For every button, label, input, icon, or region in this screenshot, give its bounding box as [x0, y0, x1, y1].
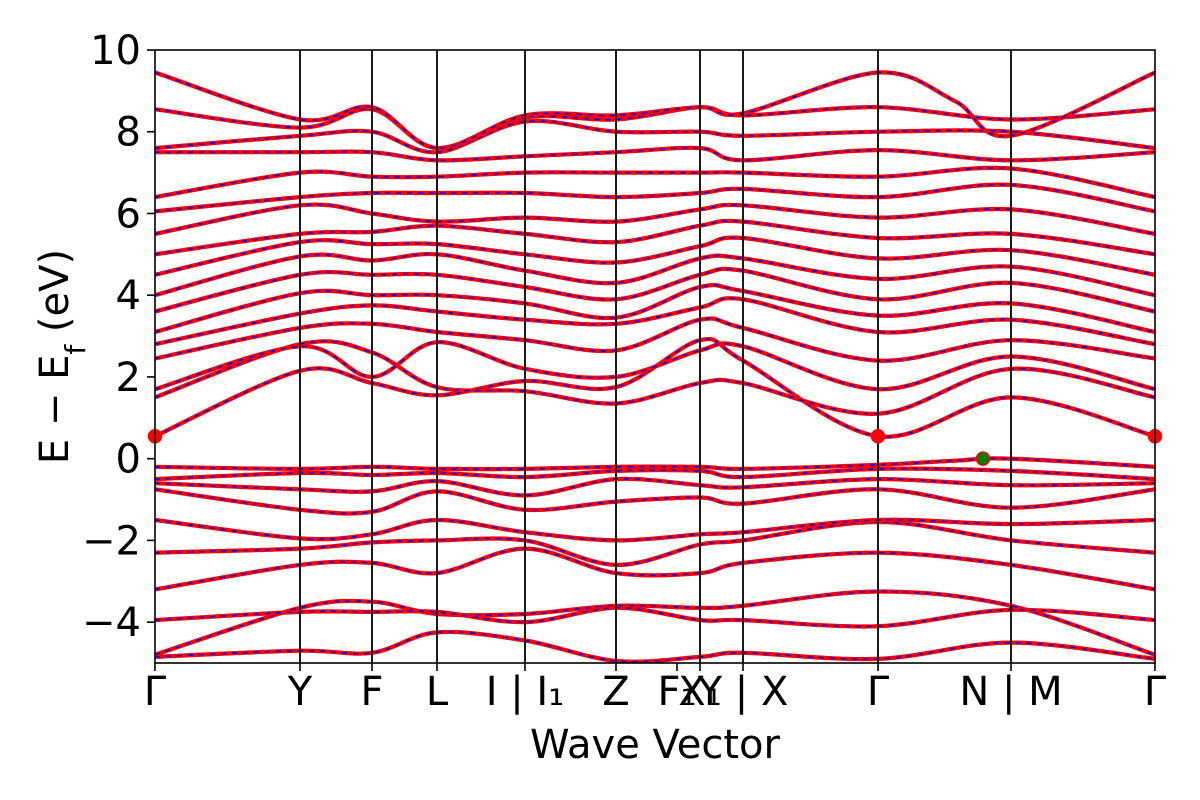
- band-line-dashed: [155, 268, 1155, 313]
- x-tick-label: Z: [602, 669, 629, 715]
- band-line-solid: [155, 605, 1155, 629]
- x-tick-label: X₁: [678, 669, 721, 715]
- band-line-dashed: [155, 236, 1155, 276]
- y-tick-label: 2: [116, 355, 141, 401]
- band-line-solid: [155, 456, 1155, 472]
- x-tick-label: Γ: [144, 669, 167, 715]
- y-tick-label: 4: [116, 273, 141, 319]
- band-line-solid: [155, 316, 1155, 363]
- band-line-dashed: [155, 341, 1155, 391]
- band-line-solid: [155, 476, 1155, 498]
- band-line-solid: [155, 517, 1155, 543]
- y-axis: 10 8 6 4 2 0 −2 −4: [82, 28, 155, 646]
- band-line-solid: [155, 145, 1155, 163]
- band-line-solid: [155, 202, 1155, 236]
- x-tick-label: F₁: [657, 669, 696, 715]
- y-axis-label-unit: (eV): [32, 249, 78, 345]
- band-line-solid: [155, 337, 1155, 439]
- band-line-dashed: [155, 183, 1155, 213]
- band-line-dashed: [155, 297, 1155, 345]
- y-tick-label: 10: [90, 28, 141, 74]
- band-line-dashed: [155, 147, 1155, 162]
- y-axis-label-sub: f: [59, 344, 92, 355]
- x-tick-label: N | M: [959, 669, 1062, 715]
- band-line-dashed: [155, 547, 1155, 591]
- band-line-dashed: [155, 338, 1155, 438]
- band-line-dashed: [155, 284, 1155, 333]
- x-tick-label: Γ: [1144, 669, 1167, 715]
- y-tick-label: −4: [82, 600, 141, 646]
- band-line-dashed: [155, 203, 1155, 235]
- band-line-dashed: [155, 478, 1155, 497]
- band-line-dashed: [155, 120, 1155, 154]
- band-line-solid: [155, 546, 1155, 592]
- x-tick-label: Γ: [867, 669, 890, 715]
- band-line-dashed: [155, 71, 1155, 149]
- x-tick-label: Y: [287, 669, 313, 715]
- band-line-dashed: [155, 631, 1155, 663]
- x-tick-label: F: [360, 669, 383, 715]
- band-line-dashed: [155, 220, 1155, 256]
- band-line-solid: [155, 165, 1155, 200]
- band-line-dashed: [155, 106, 1155, 149]
- x-tick-label: Y | X: [697, 669, 789, 715]
- band-line-dashed: [155, 606, 1155, 628]
- band-line-dashed: [155, 518, 1155, 542]
- y-axis-label: E − Ef (eV): [32, 249, 92, 464]
- band-line-solid: [155, 340, 1155, 392]
- y-tick-label: 0: [116, 437, 141, 483]
- band-line-solid: [155, 629, 1155, 663]
- high-symmetry-lines: [299, 50, 1012, 663]
- y-tick-label: 6: [116, 191, 141, 237]
- band-line-solid: [155, 589, 1155, 657]
- y-tick-label: −2: [82, 518, 141, 564]
- y-axis-label-main: E − E: [32, 355, 78, 465]
- band-line-dashed: [155, 253, 1155, 296]
- band-line-dashed: [155, 340, 1155, 415]
- band-line-dashed: [155, 590, 1155, 656]
- plot-frame: [154, 49, 1156, 664]
- band-line-solid: [155, 339, 1155, 416]
- band-line-dashed: [155, 467, 1155, 480]
- x-tick-label: L: [426, 669, 449, 715]
- band-line-solid: [155, 487, 1155, 516]
- band-line-dashed: [155, 167, 1155, 198]
- band-line-dashed: [155, 488, 1155, 515]
- vbm-marker: [975, 451, 991, 466]
- x-axis-label: Wave Vector: [530, 722, 781, 768]
- band-line-dashed: [155, 317, 1155, 362]
- band-lines: [155, 70, 1155, 663]
- x-tick-label: I | I₁: [486, 669, 565, 715]
- cbm-marker: [870, 428, 886, 444]
- band-line-dashed: [155, 521, 1155, 566]
- band-line-solid: [155, 519, 1155, 568]
- y-tick-label: 8: [116, 110, 141, 156]
